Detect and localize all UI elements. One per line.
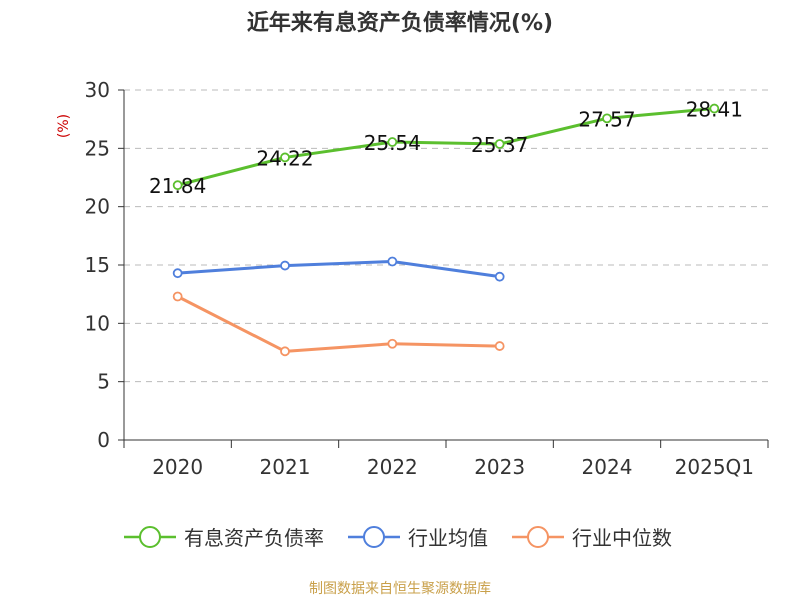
x-tick-label: 2022 <box>367 455 418 479</box>
series-layer <box>172 103 720 357</box>
x-tick-label: 2024 <box>582 455 633 479</box>
data-point <box>280 152 290 163</box>
axes: 0 5 10 15 20 25 30 2020 2021 2022 2023 2024 2025Q1 <box>85 78 769 479</box>
data-label: 25.54 <box>364 131 421 155</box>
chart-title: 近年来有息资产负债率情况(%) <box>247 10 553 36</box>
legend: 有息资产负债率 行业均值 行业中位数 <box>124 526 672 550</box>
data-label: 25.37 <box>471 133 528 157</box>
legend-marker <box>363 526 385 548</box>
legend-item: 有息资产负债率 <box>124 526 324 550</box>
data-label: 21.84 <box>149 174 206 198</box>
data-point <box>172 180 183 191</box>
legend-label: 有息资产负债率 <box>184 526 324 550</box>
data-point <box>172 268 183 279</box>
y-tick-label: 10 <box>85 311 110 335</box>
y-tick-label: 5 <box>97 370 110 394</box>
data-point <box>387 256 398 267</box>
series-line-1 <box>177 260 500 279</box>
y-tick-label: 30 <box>85 78 110 102</box>
y-tick-label: 25 <box>85 136 110 160</box>
y-tick-label: 20 <box>85 195 110 219</box>
grid-lines <box>124 89 768 383</box>
legend-item: 行业中位数 <box>512 526 672 550</box>
y-axis-label: (%) <box>56 114 72 138</box>
x-tick-label: 2020 <box>152 455 203 479</box>
data-point <box>602 113 612 124</box>
footer-source: 制图数据来自恒生聚源数据库 <box>309 581 491 597</box>
legend-label: 行业中位数 <box>572 526 672 550</box>
series-line-0 <box>177 107 715 187</box>
data-point <box>387 338 398 349</box>
data-point <box>494 341 505 351</box>
data-label: 27.57 <box>578 107 635 131</box>
y-tick-label: 15 <box>85 253 110 277</box>
legend-marker <box>139 526 161 548</box>
data-point <box>280 346 290 357</box>
data-point <box>494 139 505 149</box>
x-tick-label: 2021 <box>260 455 311 479</box>
y-tick-label: 0 <box>97 428 110 452</box>
data-point <box>172 291 183 302</box>
data-point <box>280 260 290 271</box>
data-point <box>494 271 505 282</box>
legend-label: 行业均值 <box>408 526 488 550</box>
data-labels: 21.84 24.22 25.54 25.37 27.57 28.41 <box>149 98 743 199</box>
data-label: 28.41 <box>686 98 743 122</box>
legend-marker <box>527 526 549 548</box>
data-label: 24.22 <box>256 146 313 170</box>
data-point <box>709 103 720 114</box>
series-line-2 <box>176 295 500 353</box>
legend-item: 行业均值 <box>348 526 488 550</box>
x-tick-label: 2025Q1 <box>675 455 754 479</box>
x-tick-label: 2023 <box>474 455 525 479</box>
data-point <box>387 137 398 147</box>
